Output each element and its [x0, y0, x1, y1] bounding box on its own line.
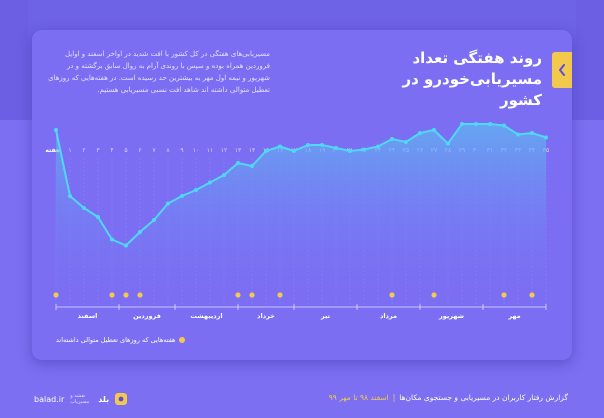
x-tick-label: ۴	[110, 147, 113, 154]
month-label: اسفند	[78, 312, 98, 320]
data-point	[390, 137, 394, 141]
data-point	[68, 194, 72, 198]
page-title: روند هفتگی تعداد مسیریابی‌خودرو در کشور	[362, 48, 542, 111]
holiday-marker	[277, 292, 283, 298]
holiday-marker	[431, 292, 437, 298]
data-point	[530, 131, 534, 135]
data-point	[516, 132, 520, 137]
data-points	[54, 122, 548, 248]
chevron-left-icon[interactable]	[552, 52, 572, 88]
logo-subtitle: نقشه و مسیریاب	[70, 393, 90, 405]
data-point	[404, 140, 408, 144]
data-point	[124, 243, 128, 248]
data-point	[236, 161, 240, 165]
month-label: شهریور	[438, 312, 464, 320]
x-tick-label: ۱۴	[249, 147, 255, 154]
footer-brand: balad.ir نقشه و مسیریاب بلد	[34, 393, 128, 405]
data-point	[292, 149, 296, 153]
data-point	[152, 218, 156, 222]
x-tick-label: ۷	[152, 147, 156, 154]
x-tick-label: ۵	[124, 147, 127, 154]
chart-description: مسیریابی‌های هفتگی در کل کشور با افت شدی…	[48, 50, 270, 94]
footer-report: گزارش رفتار کاربران در مسیریابی و جستجوی…	[329, 393, 568, 402]
area-fill	[56, 124, 546, 306]
data-point	[460, 122, 464, 126]
holiday-marker	[53, 292, 59, 298]
data-point	[544, 135, 548, 140]
holiday-marker	[137, 292, 143, 298]
chart-legend: هفته‌هایی که روزهای تعطیل متوالی داشته‌ا…	[56, 336, 186, 344]
holiday-marker	[235, 292, 241, 298]
data-point	[432, 128, 436, 132]
series-line	[55, 123, 547, 247]
x-tick-label: ۱	[68, 147, 71, 154]
x-tick-label: ۳	[96, 147, 100, 154]
holiday-marker	[389, 292, 395, 298]
data-point	[348, 149, 352, 153]
data-point	[502, 123, 506, 128]
legend-holiday-swatch	[179, 337, 186, 343]
data-point	[54, 128, 58, 132]
data-point	[418, 131, 422, 135]
month-label: مرداد	[380, 312, 397, 320]
data-point	[278, 144, 282, 149]
data-point	[208, 180, 212, 185]
site-url[interactable]: balad.ir	[34, 394, 65, 404]
data-point	[320, 143, 324, 147]
data-point	[488, 122, 492, 126]
data-point	[82, 206, 86, 210]
data-point	[264, 149, 268, 153]
x-tick-label: ۱۳	[235, 147, 242, 154]
data-point	[194, 188, 198, 192]
footer-separator: |	[392, 393, 396, 402]
legend-holiday-label: هفته‌هایی که روزهای تعطیل متوالی داشته‌ا…	[56, 336, 176, 344]
x-tick-label: ۱۲	[221, 147, 227, 154]
title-line-2: مسیریابی‌خودرو در کشور	[402, 70, 542, 109]
weekly-routing-chart: ۰۱۲۳۴۵۶۷۸۹۱۰۱۱۱۲۱۳۱۴۱۵۱۶۱۷۱۸۱۹۲۰۲۱۲۲۲۳۲۴…	[45, 122, 549, 320]
month-label: تیر	[320, 312, 330, 320]
x-tick-label: ۶	[138, 147, 141, 154]
x-tick-label: ۸	[166, 147, 170, 154]
x-tick-label: ۲	[82, 147, 85, 154]
x-axis-prefix: هفته	[45, 147, 60, 154]
month-label: مهر	[507, 312, 520, 320]
holiday-marker	[123, 292, 129, 298]
holiday-marker	[249, 292, 255, 298]
data-point	[306, 143, 310, 147]
holiday-marker	[501, 292, 507, 298]
x-tick-label: ۱۰	[193, 147, 199, 154]
data-point	[362, 147, 366, 152]
holiday-marker	[529, 292, 535, 298]
data-point	[110, 237, 114, 242]
report-date-range: اسفند ۹۸ تا مهر ۹۹	[328, 393, 389, 402]
data-point	[166, 201, 170, 206]
chart-card: روند هفتگی تعداد مسیریابی‌خودرو در کشور …	[32, 30, 572, 360]
data-point	[446, 141, 450, 146]
data-point	[376, 144, 380, 149]
data-point	[96, 215, 100, 219]
data-point	[180, 194, 184, 198]
title-line-1: روند هفتگی تعداد	[412, 49, 542, 67]
data-point	[222, 173, 226, 177]
x-tick-label: ۱۱	[207, 147, 213, 154]
report-title: گزارش رفتار کاربران در مسیریابی و جستجوی…	[399, 393, 568, 402]
month-label: اردیبهشت	[190, 312, 222, 320]
holiday-marker	[109, 292, 115, 298]
data-point	[138, 230, 142, 234]
data-point	[250, 164, 254, 168]
data-point	[474, 122, 478, 126]
logo-text: بلد	[98, 394, 110, 404]
balad-logo-icon	[115, 393, 128, 405]
holiday-markers	[53, 292, 535, 298]
month-label: خرداد	[257, 312, 275, 320]
data-point	[334, 146, 338, 150]
x-tick-label: ۹	[180, 147, 183, 154]
month-axis: اسفند فروردین اردیبهشت خرداد تیر مرداد شهریور م…	[55, 304, 547, 320]
month-label: فروردین	[133, 312, 161, 320]
